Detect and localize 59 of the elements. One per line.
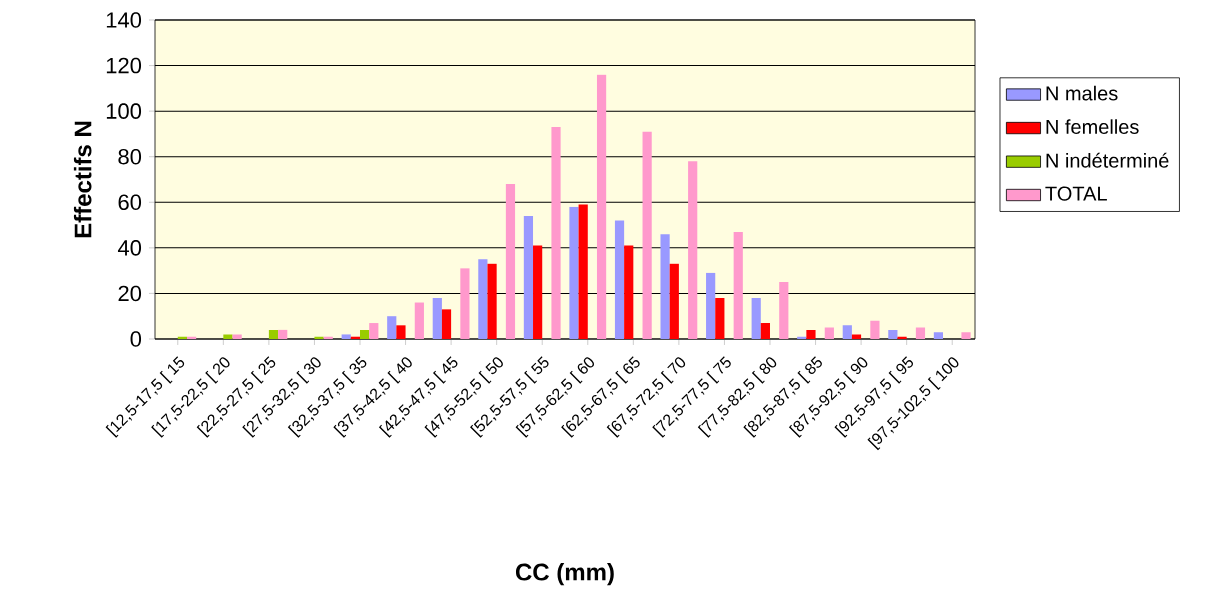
bar <box>660 234 670 339</box>
bar <box>842 325 852 339</box>
legend-label: N femelles <box>1046 119 1139 134</box>
bar <box>961 332 971 339</box>
bar <box>596 74 607 339</box>
bar <box>624 245 634 339</box>
bar <box>824 327 834 339</box>
bar <box>779 282 789 339</box>
bar <box>523 215 534 339</box>
bar <box>414 302 424 339</box>
bar <box>487 263 497 339</box>
y-tick-label: 100 <box>106 103 142 119</box>
bar <box>551 127 561 339</box>
bar <box>533 245 543 339</box>
bar <box>706 272 716 339</box>
y-tick-label: 140 <box>106 12 142 28</box>
bar <box>460 268 470 339</box>
y-tick-label: 0 <box>130 331 142 347</box>
bar <box>870 320 880 339</box>
legend-label: N males <box>1046 85 1118 101</box>
x-axis-title: CC (mm) <box>515 562 614 586</box>
bar <box>341 334 351 339</box>
bar <box>888 329 898 339</box>
bar <box>314 336 324 339</box>
legend-label: N indéterminé <box>1046 152 1169 168</box>
bar <box>915 327 926 339</box>
bar <box>505 184 516 339</box>
y-tick-label: 40 <box>117 240 142 256</box>
bar <box>669 263 679 339</box>
bar <box>614 220 625 339</box>
bar <box>478 259 488 339</box>
bar <box>387 316 397 339</box>
bar <box>806 329 816 339</box>
bar <box>688 161 698 339</box>
y-tick-label: 120 <box>106 57 142 74</box>
bar <box>360 329 370 339</box>
bar <box>278 329 288 339</box>
bar <box>578 204 588 339</box>
bar <box>851 334 862 339</box>
bar <box>441 309 452 339</box>
y-axis-title: Effectifs N <box>73 121 92 238</box>
bar <box>642 131 652 339</box>
bar <box>751 297 761 339</box>
bar <box>715 297 725 339</box>
bar <box>569 206 579 339</box>
bar <box>223 334 233 339</box>
bar <box>432 297 442 339</box>
bar <box>369 323 379 339</box>
bar <box>933 332 944 339</box>
bar <box>760 323 770 339</box>
bar <box>396 325 406 339</box>
bar <box>733 231 743 339</box>
bar <box>897 336 907 339</box>
bar <box>232 334 242 339</box>
y-tick-label: 80 <box>118 148 142 165</box>
bar <box>268 329 279 339</box>
y-tick-label: 60 <box>118 194 142 211</box>
y-tick-label: 20 <box>118 285 142 302</box>
legend-label: TOTAL <box>1045 186 1107 201</box>
